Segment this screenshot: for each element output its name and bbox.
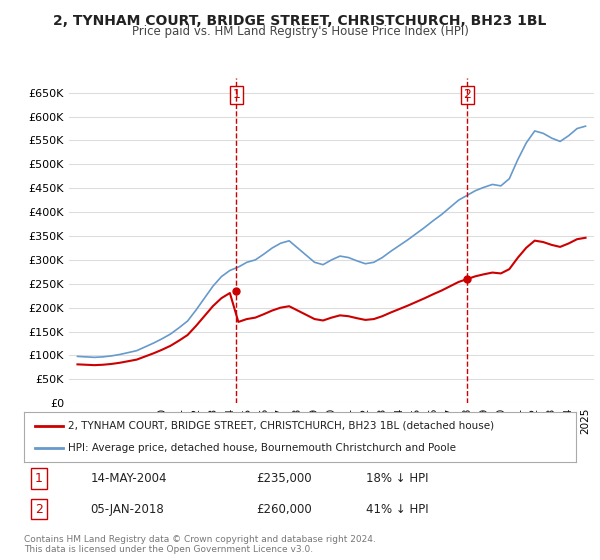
Text: 41% ↓ HPI: 41% ↓ HPI bbox=[366, 503, 429, 516]
Text: HPI: Average price, detached house, Bournemouth Christchurch and Poole: HPI: Average price, detached house, Bour… bbox=[68, 443, 456, 453]
Text: 1: 1 bbox=[232, 88, 240, 101]
Text: Price paid vs. HM Land Registry's House Price Index (HPI): Price paid vs. HM Land Registry's House … bbox=[131, 25, 469, 38]
Text: £235,000: £235,000 bbox=[256, 472, 311, 485]
Text: 2, TYNHAM COURT, BRIDGE STREET, CHRISTCHURCH, BH23 1BL (detached house): 2, TYNHAM COURT, BRIDGE STREET, CHRISTCH… bbox=[68, 421, 494, 431]
Text: 05-JAN-2018: 05-JAN-2018 bbox=[90, 503, 164, 516]
Text: 1: 1 bbox=[35, 472, 43, 485]
Text: 2, TYNHAM COURT, BRIDGE STREET, CHRISTCHURCH, BH23 1BL: 2, TYNHAM COURT, BRIDGE STREET, CHRISTCH… bbox=[53, 14, 547, 28]
Text: Contains HM Land Registry data © Crown copyright and database right 2024.
This d: Contains HM Land Registry data © Crown c… bbox=[24, 535, 376, 554]
Text: £260,000: £260,000 bbox=[256, 503, 311, 516]
Text: 18% ↓ HPI: 18% ↓ HPI bbox=[366, 472, 429, 485]
Text: 2: 2 bbox=[463, 88, 471, 101]
Text: 14-MAY-2004: 14-MAY-2004 bbox=[90, 472, 167, 485]
Text: 2: 2 bbox=[35, 503, 43, 516]
